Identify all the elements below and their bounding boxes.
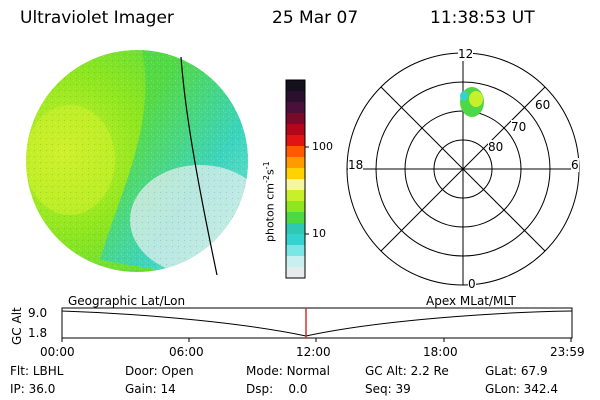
x-tick-2359: 23:59 bbox=[550, 345, 585, 359]
terminator-line bbox=[180, 56, 218, 276]
colorbar-segment bbox=[286, 135, 305, 147]
timeline-right-label: Apex MLat/MLT bbox=[426, 294, 516, 308]
x-tick-1800: 18:00 bbox=[423, 345, 458, 359]
mlt-label-6: 6 bbox=[571, 158, 579, 172]
colorbar-segment bbox=[286, 168, 305, 180]
mlt-label-18: 18 bbox=[348, 158, 364, 172]
colorbar-segment bbox=[286, 91, 305, 103]
colorbar-segment bbox=[286, 80, 305, 92]
mode-status: Mode: Normal bbox=[246, 364, 330, 378]
ip-status: IP: 36.0 bbox=[10, 382, 56, 396]
colorbar-segment bbox=[286, 201, 305, 213]
glat-status: GLat: 67.9 bbox=[485, 364, 548, 378]
colorbar-segment bbox=[286, 256, 305, 268]
x-tick-1200: 12:00 bbox=[296, 345, 331, 359]
colorbar-segment bbox=[286, 245, 305, 257]
door-status: Door: Open bbox=[125, 364, 194, 378]
timeline-left-label: Geographic Lat/Lon bbox=[68, 294, 186, 308]
aurora-patch bbox=[460, 87, 484, 117]
gain-status: Gain: 14 bbox=[125, 382, 176, 396]
glon-status: GLon: 342.4 bbox=[485, 382, 558, 396]
colorbar-segment bbox=[286, 179, 305, 191]
mlat-label-70: 70 bbox=[511, 120, 527, 134]
mlt-label-0: 0 bbox=[468, 277, 476, 291]
colorbar-segment bbox=[286, 223, 305, 235]
date-label: 25 Mar 07 bbox=[272, 8, 359, 28]
colorbar-segment bbox=[286, 157, 305, 169]
instrument-title: Ultraviolet Imager bbox=[20, 8, 174, 28]
colorbar-segment bbox=[286, 124, 305, 136]
colorbar-segment bbox=[286, 113, 305, 125]
gc-alt-status: GC Alt: 2.2 Re bbox=[365, 364, 449, 378]
colorbar-segment bbox=[286, 102, 305, 114]
colorbar-segment bbox=[286, 190, 305, 202]
flt-status: Flt: LBHL bbox=[10, 364, 64, 378]
time-label: 11:38:53 UT bbox=[430, 8, 535, 28]
colorbar-segment bbox=[286, 212, 305, 224]
mlt-label-12: 12 bbox=[458, 47, 474, 61]
colorbar-segment bbox=[286, 267, 305, 279]
seq-status: Seq: 39 bbox=[365, 382, 411, 396]
x-tick-0000: 00:00 bbox=[40, 345, 75, 359]
x-tick-0600: 06:00 bbox=[169, 345, 204, 359]
y-tick-bottom: 1.8 bbox=[28, 326, 48, 340]
mlat-label-60: 60 bbox=[535, 98, 551, 112]
dsp-status: Dsp: 0.0 bbox=[246, 382, 308, 396]
y-tick-top: 9.0 bbox=[28, 306, 48, 320]
colorbar-tick-10: 10 bbox=[312, 227, 326, 240]
colorbar-segment bbox=[286, 146, 305, 158]
mlat-label-80: 80 bbox=[488, 140, 504, 154]
colorbar-tick-100: 100 bbox=[312, 140, 333, 153]
colorbar-segment bbox=[286, 234, 305, 246]
